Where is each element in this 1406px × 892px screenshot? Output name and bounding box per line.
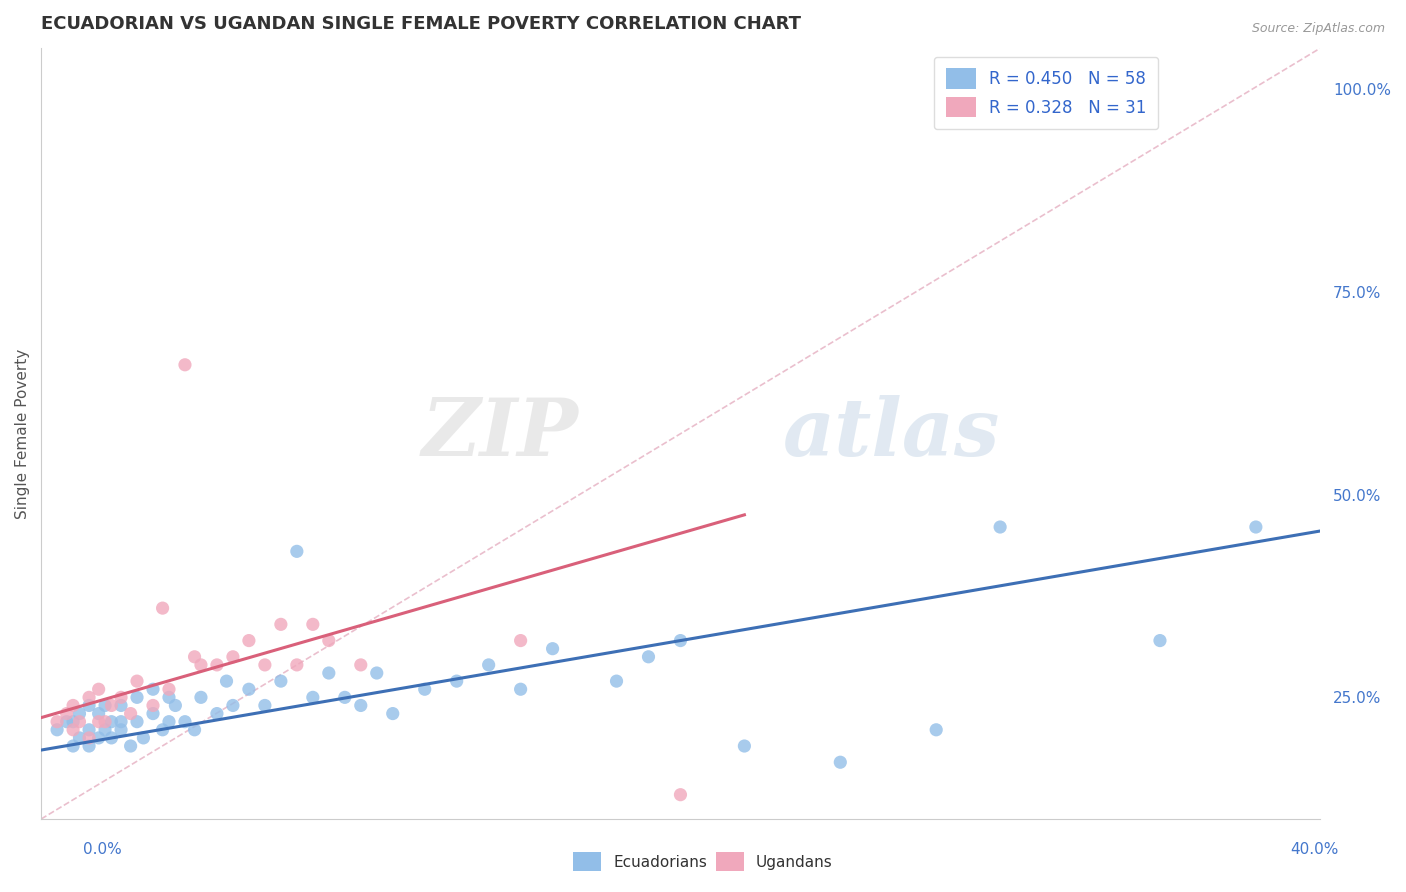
Point: [125, 690, 148, 705]
Point: [270, 674, 292, 689]
Point: [69, 731, 91, 745]
Point: [69, 706, 91, 721]
Point: [174, 714, 197, 729]
Point: [69, 714, 91, 729]
Point: [62, 698, 84, 713]
Point: [152, 723, 174, 737]
Point: [152, 601, 174, 615]
Point: [110, 698, 132, 713]
Text: ZIP: ZIP: [422, 395, 578, 473]
Point: [637, 649, 659, 664]
Point: [62, 723, 84, 737]
Point: [350, 698, 373, 713]
Point: [183, 723, 205, 737]
Point: [238, 633, 260, 648]
Text: Source: ZipAtlas.com: Source: ZipAtlas.com: [1251, 22, 1385, 36]
Point: [205, 706, 228, 721]
Legend: R = 0.450   N = 58, R = 0.328   N = 31: R = 0.450 N = 58, R = 0.328 N = 31: [934, 57, 1159, 129]
Point: [318, 666, 340, 681]
Text: ECUADORIAN VS UGANDAN SINGLE FEMALE POVERTY CORRELATION CHART: ECUADORIAN VS UGANDAN SINGLE FEMALE POVE…: [41, 15, 801, 33]
Point: [238, 682, 260, 697]
Point: [190, 657, 212, 672]
Point: [733, 739, 755, 753]
Text: 0.0%: 0.0%: [83, 842, 122, 856]
Point: [125, 714, 148, 729]
Point: [381, 706, 404, 721]
Point: [87, 714, 110, 729]
Point: [1244, 520, 1267, 534]
Point: [77, 739, 100, 753]
Point: [87, 706, 110, 721]
Point: [120, 706, 142, 721]
Point: [366, 666, 388, 681]
Point: [669, 788, 692, 802]
Point: [77, 723, 100, 737]
Point: [46, 723, 69, 737]
Point: [509, 633, 531, 648]
Point: [55, 714, 77, 729]
Point: [446, 674, 468, 689]
Point: [215, 674, 238, 689]
Point: [62, 739, 84, 753]
Point: [350, 657, 373, 672]
Point: [333, 690, 356, 705]
Point: [142, 682, 165, 697]
Point: [205, 657, 228, 672]
Point: [100, 731, 122, 745]
Point: [413, 682, 436, 697]
Point: [285, 544, 308, 558]
Point: [301, 617, 323, 632]
Y-axis label: Single Female Poverty: Single Female Poverty: [15, 349, 30, 519]
Point: [125, 674, 148, 689]
Point: [253, 698, 276, 713]
Point: [77, 698, 100, 713]
Point: [110, 714, 132, 729]
Point: [222, 698, 245, 713]
Point: [190, 690, 212, 705]
Point: [94, 714, 117, 729]
Point: [165, 698, 187, 713]
Point: [46, 714, 69, 729]
Point: [253, 657, 276, 672]
Point: [478, 657, 501, 672]
Point: [183, 649, 205, 664]
Point: [988, 520, 1011, 534]
Point: [830, 756, 852, 770]
Point: [605, 674, 627, 689]
Point: [100, 698, 122, 713]
Point: [87, 731, 110, 745]
Point: [270, 617, 292, 632]
Point: [157, 714, 180, 729]
Text: atlas: atlas: [783, 395, 1000, 473]
Legend: Ecuadorians, Ugandans: Ecuadorians, Ugandans: [567, 847, 839, 877]
Text: 40.0%: 40.0%: [1291, 842, 1339, 856]
Point: [77, 731, 100, 745]
Point: [62, 714, 84, 729]
Point: [157, 690, 180, 705]
Point: [142, 706, 165, 721]
Point: [318, 633, 340, 648]
Point: [110, 690, 132, 705]
Point: [174, 358, 197, 372]
Point: [87, 682, 110, 697]
Point: [100, 714, 122, 729]
Point: [55, 706, 77, 721]
Point: [94, 723, 117, 737]
Point: [120, 739, 142, 753]
Point: [669, 633, 692, 648]
Point: [142, 698, 165, 713]
Point: [110, 723, 132, 737]
Point: [541, 641, 564, 656]
Point: [157, 682, 180, 697]
Point: [94, 698, 117, 713]
Point: [509, 682, 531, 697]
Point: [132, 731, 155, 745]
Point: [1149, 633, 1171, 648]
Point: [77, 690, 100, 705]
Point: [222, 649, 245, 664]
Point: [301, 690, 323, 705]
Point: [285, 657, 308, 672]
Point: [925, 723, 948, 737]
